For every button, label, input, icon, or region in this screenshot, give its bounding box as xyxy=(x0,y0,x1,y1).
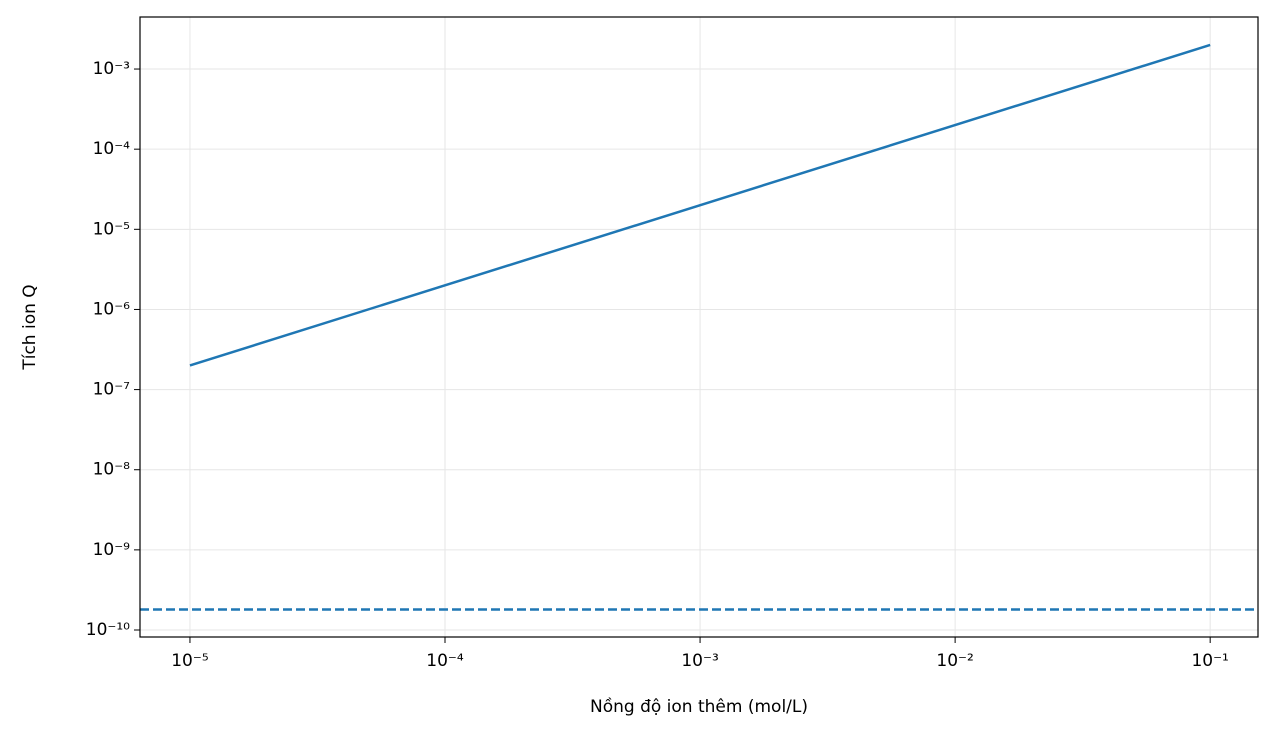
y-tick-label: 10⁻⁸ xyxy=(93,460,131,480)
x-tick-label: 10⁻³ xyxy=(681,651,718,671)
y-tick-label: 10⁻¹⁰ xyxy=(86,620,130,640)
x-tick-label: 10⁻⁵ xyxy=(171,651,208,671)
y-tick-label: 10⁻⁶ xyxy=(93,299,131,319)
y-tick-label: 10⁻³ xyxy=(93,59,130,79)
y-axis-label: Tích ion Q xyxy=(20,284,40,370)
x-axis-label: Nồng độ ion thêm (mol/L) xyxy=(590,696,808,717)
x-tick-label: 10⁻¹ xyxy=(1191,651,1228,671)
x-tick-label: 10⁻⁴ xyxy=(426,651,464,671)
y-tick-label: 10⁻⁹ xyxy=(93,540,131,560)
y-tick-label: 10⁻⁴ xyxy=(93,139,131,159)
y-tick-label: 10⁻⁷ xyxy=(93,380,131,400)
plot-frame xyxy=(139,16,1259,638)
data-line xyxy=(189,43,1211,367)
x-tick-label: 10⁻² xyxy=(936,651,973,671)
y-tick-label: 10⁻⁵ xyxy=(93,219,130,239)
